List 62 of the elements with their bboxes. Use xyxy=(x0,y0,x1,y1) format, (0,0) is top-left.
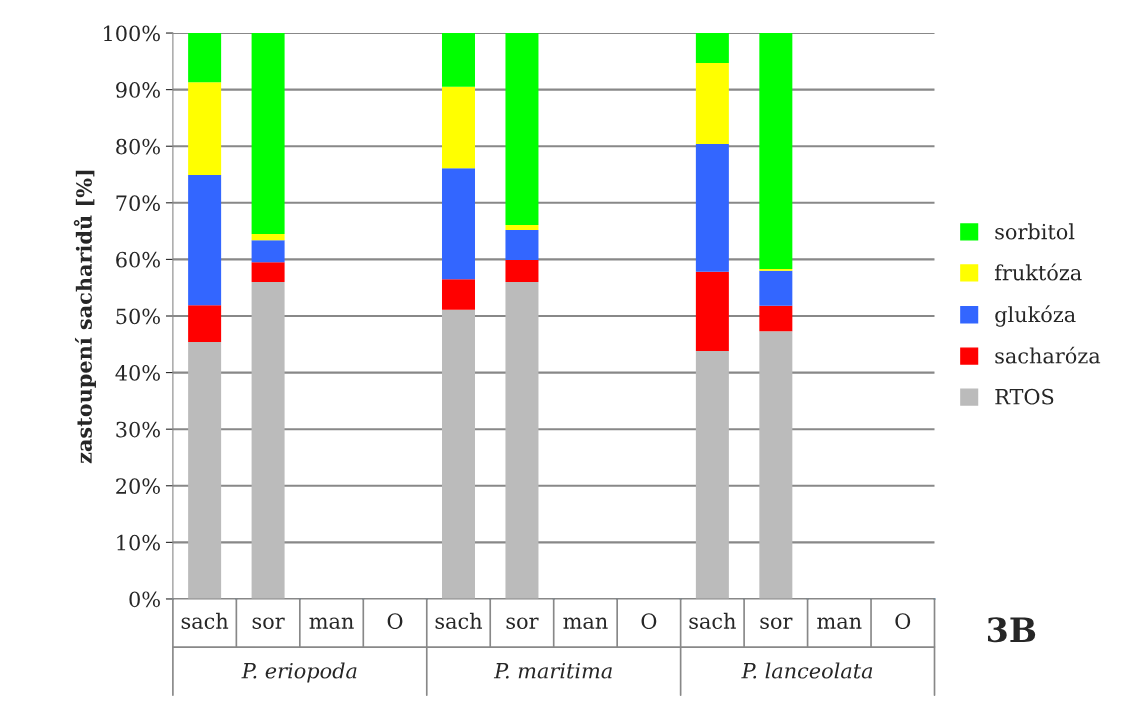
x-tick-label: sach xyxy=(181,612,229,629)
bar xyxy=(188,175,222,306)
bar xyxy=(188,342,222,599)
bar xyxy=(505,229,539,260)
legend-label: fruktóza xyxy=(994,263,1082,281)
legend-label: RTOS xyxy=(995,388,1054,405)
x-tick-label: man xyxy=(817,617,862,629)
bar xyxy=(505,259,539,283)
bar xyxy=(695,143,729,272)
y-tick-label: 20% xyxy=(116,478,160,494)
legend-label: sacharóza xyxy=(995,346,1101,364)
bar xyxy=(442,168,475,280)
bar xyxy=(188,305,222,343)
bar xyxy=(251,240,285,263)
bar xyxy=(505,33,539,225)
y-tick-label: 40% xyxy=(115,365,160,381)
bar xyxy=(442,33,475,87)
y-tick-label: 0% xyxy=(129,591,160,608)
bar xyxy=(505,282,539,599)
bar xyxy=(505,224,539,230)
y-tick-label: 10% xyxy=(117,534,160,551)
text: P. maritima xyxy=(493,662,612,679)
text: 3B xyxy=(988,617,1036,643)
bar xyxy=(251,262,285,283)
x-tick-label: sor xyxy=(760,617,793,629)
y-tick-label: 50% xyxy=(116,308,160,325)
bar xyxy=(251,33,285,234)
y-tick-label: 100% xyxy=(104,25,160,42)
bar xyxy=(442,309,475,599)
x-tick-label: sach xyxy=(689,612,736,629)
bar xyxy=(442,86,475,169)
legend-label: sorbitol xyxy=(995,223,1075,240)
bar xyxy=(188,33,222,83)
x-tick-label: sach xyxy=(435,612,483,629)
bar xyxy=(251,233,285,241)
bar xyxy=(759,270,793,306)
legend-label: glukóza xyxy=(995,305,1076,327)
y-tick-label: 80% xyxy=(116,138,160,155)
x-tick-label: O xyxy=(387,613,403,629)
bar xyxy=(759,305,793,332)
x-tick-label: sor xyxy=(506,617,539,629)
x-tick-label: O xyxy=(641,613,657,629)
bar xyxy=(695,271,729,352)
bar xyxy=(251,282,285,599)
y-axis-title: zastoupení sacharidů [%] xyxy=(73,170,96,464)
x-tick-label: O xyxy=(895,613,911,629)
bar xyxy=(695,351,729,599)
y-tick-label: 70% xyxy=(116,195,160,212)
bar xyxy=(442,279,475,310)
bar xyxy=(695,63,729,144)
bar xyxy=(759,331,793,599)
x-tick-label: man xyxy=(563,617,608,629)
bar xyxy=(188,82,222,176)
y-tick-label: 90% xyxy=(116,82,160,98)
y-tick-label: 30% xyxy=(116,421,160,438)
text: P. eriopoda xyxy=(241,662,357,683)
bar xyxy=(695,33,729,64)
text: P. lanceolata xyxy=(741,662,873,679)
x-tick-label: sor xyxy=(252,617,285,629)
y-tick-label: 60% xyxy=(116,251,160,268)
bar xyxy=(759,33,793,270)
x-tick-label: man xyxy=(309,617,354,629)
